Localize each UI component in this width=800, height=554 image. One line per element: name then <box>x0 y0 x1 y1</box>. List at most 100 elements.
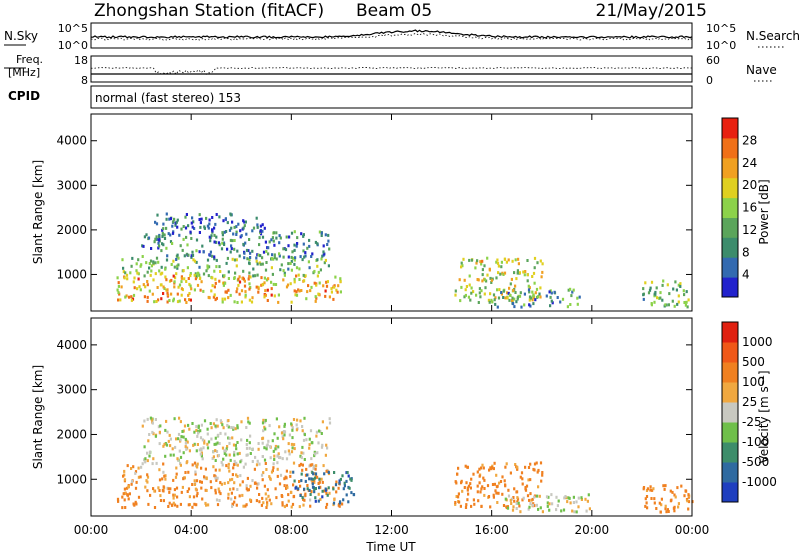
range-cell <box>161 477 164 481</box>
range-cell <box>181 248 184 252</box>
range-cell <box>266 299 269 302</box>
range-cell <box>175 272 178 276</box>
range-cell <box>119 298 122 302</box>
range-cell <box>642 486 646 489</box>
range-cell <box>263 295 266 299</box>
range-cell <box>288 452 291 456</box>
range-cell <box>180 276 183 280</box>
range-cell <box>155 222 159 226</box>
range-cell <box>514 463 517 466</box>
range-cell <box>272 466 275 470</box>
range-cell <box>308 238 311 242</box>
range-cell <box>651 488 654 492</box>
range-cell <box>151 430 154 434</box>
range-cell <box>303 433 306 437</box>
range-cell <box>177 432 181 436</box>
range-cell <box>466 486 469 490</box>
range-cell <box>154 237 157 241</box>
range-cell <box>145 233 148 237</box>
x-axis: 00:00 04:00 08:00 12:00 16:00 20:00 00:00 <box>74 114 709 537</box>
range-cell <box>655 286 658 290</box>
range-cell <box>191 463 194 467</box>
range-cell <box>268 240 271 244</box>
range-cell <box>352 493 355 497</box>
range-cell <box>586 499 589 503</box>
range-cell <box>496 261 500 265</box>
range-cell <box>278 252 281 256</box>
range-cell <box>309 429 313 433</box>
range-cell <box>227 296 230 300</box>
range-cell <box>503 479 506 483</box>
colorbar-segment <box>722 342 738 363</box>
range-cell <box>670 498 673 502</box>
range-cell <box>245 484 248 488</box>
range-cell <box>195 494 198 498</box>
range-cell <box>530 498 533 502</box>
range-cell <box>162 485 165 489</box>
range-cell <box>650 280 654 284</box>
range-cell <box>531 275 534 278</box>
range-cell <box>541 471 544 474</box>
range-cell <box>236 426 239 430</box>
range-cell <box>227 425 230 429</box>
range-cell <box>298 480 301 483</box>
nave-line <box>90 67 692 75</box>
range-cell <box>485 279 488 283</box>
range-cell <box>347 474 350 478</box>
range-cell <box>673 509 676 513</box>
range-cell <box>198 231 201 234</box>
range-cell <box>219 270 222 273</box>
range-cell <box>214 491 217 495</box>
range-cell <box>342 487 345 491</box>
nsky-traces <box>90 29 693 41</box>
range-cell <box>158 430 161 434</box>
range-cell <box>313 480 316 484</box>
colorbar-tick-label: 12 <box>742 223 757 237</box>
range-cell <box>152 457 155 461</box>
range-cell <box>195 428 198 432</box>
range-cell <box>290 442 293 446</box>
range-cell <box>288 433 291 437</box>
range-cell <box>297 273 300 277</box>
range-cell <box>271 253 274 257</box>
range-cell <box>337 284 340 288</box>
range-cell <box>299 255 302 259</box>
range-cell <box>240 438 243 442</box>
range-cell <box>328 417 331 421</box>
range-cell <box>239 474 242 478</box>
range-cell <box>495 260 498 264</box>
range-cell <box>585 509 588 513</box>
colorbar-segment <box>722 137 738 159</box>
range-cell <box>171 242 174 245</box>
range-cell <box>271 236 274 240</box>
range-cell <box>172 501 175 505</box>
range-cell <box>303 498 306 502</box>
range-cell <box>184 437 187 441</box>
range-cell <box>472 290 475 294</box>
range-cell <box>259 224 262 228</box>
range-cell <box>161 488 164 492</box>
range-cell <box>121 258 124 262</box>
range-cell <box>235 230 238 234</box>
range-cell <box>201 244 204 248</box>
range-cell <box>182 237 185 241</box>
range-cell <box>167 505 170 508</box>
range-cell <box>186 243 189 247</box>
range-cell <box>283 505 286 509</box>
range-cell <box>195 249 198 253</box>
range-cell <box>481 259 484 263</box>
range-cell <box>214 281 217 285</box>
range-cell <box>227 277 230 280</box>
range-cell <box>149 493 152 497</box>
range-cell <box>234 496 237 500</box>
range-cell <box>536 494 539 498</box>
range-cell <box>198 448 201 452</box>
range-cell <box>304 251 307 255</box>
range-cell <box>317 292 320 296</box>
range-cell <box>230 226 233 230</box>
colorbar-tick-label: 4 <box>742 268 750 282</box>
range-cell <box>162 222 165 226</box>
range-cell <box>481 273 484 277</box>
y-tick-label: 1000 <box>56 267 87 281</box>
range-cell <box>260 503 263 507</box>
